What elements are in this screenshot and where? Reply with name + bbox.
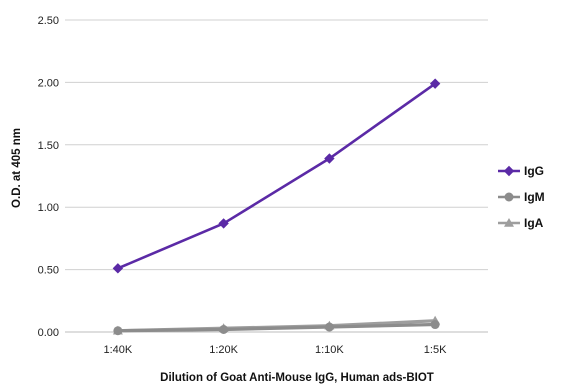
y-axis-ticks: 0.00 0.50 1.00 1.50 2.00 2.50: [38, 15, 59, 339]
data-point-IgG-1:20K: [218, 218, 229, 229]
x-tick-label-1:5K: 1:5K: [424, 344, 447, 356]
grid-lines: [65, 19, 488, 333]
x-tick-label-1:20K: 1:20K: [209, 344, 238, 356]
y-tick-label-0.50: 0.50: [38, 265, 59, 277]
series-line-IgM: [117, 322, 436, 333]
data-point-IgG-1:5K: [429, 78, 441, 89]
legend: IgG IgM IgA: [498, 164, 545, 230]
data-point-IgM-1:40K: [113, 326, 123, 336]
y-axis-title: O.D. at 405 nm: [11, 128, 23, 208]
data-point-IgG-1:40K: [112, 263, 124, 274]
legend-item-IgG: IgG: [498, 164, 544, 178]
data-point-IgM-1:10K: [324, 322, 334, 332]
legend-marker-IgG: [503, 165, 515, 177]
series-IgG: [112, 78, 441, 274]
legend-marker-IgA: [504, 218, 514, 227]
y-tick-label-1.50: 1.50: [38, 140, 59, 152]
series-line-IgG: [117, 82, 436, 270]
legend-item-IgM: IgM: [498, 190, 545, 204]
legend-label-IgG: IgG: [524, 164, 544, 178]
data-point-IgG-1:10K: [324, 153, 335, 164]
legend-marker-IgM: [504, 192, 514, 202]
x-tick-label-1:10K: 1:10K: [315, 344, 344, 356]
data-point-IgM-1:5K: [430, 320, 440, 330]
x-tick-label-1:40K: 1:40K: [104, 344, 133, 356]
series-group: [112, 78, 441, 336]
data-point-IgM-1:20K: [219, 325, 229, 335]
legend-label-IgA: IgA: [524, 216, 544, 230]
y-tick-label-2.50: 2.50: [38, 15, 59, 27]
series-IgM: [113, 320, 440, 336]
legend-label-IgM: IgM: [524, 190, 545, 204]
y-tick-label-2.00: 2.00: [38, 77, 59, 89]
x-axis-ticks: 1:40K 1:20K 1:10K 1:5K: [104, 344, 448, 356]
x-axis-title: Dilution of Goat Anti-Mouse IgG, Human a…: [160, 372, 434, 384]
legend-item-IgA: IgA: [498, 216, 544, 230]
y-tick-label-0.00: 0.00: [38, 327, 59, 339]
y-tick-label-1.00: 1.00: [38, 202, 59, 214]
